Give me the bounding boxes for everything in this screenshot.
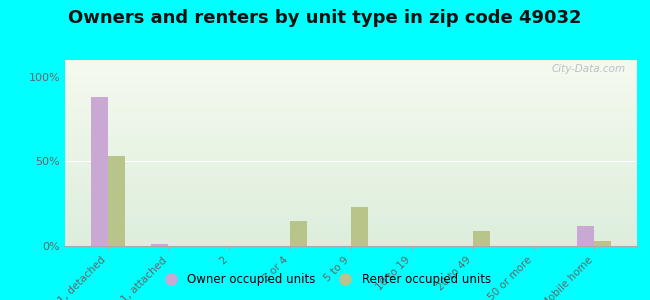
- Bar: [108, 156, 125, 246]
- Bar: [151, 244, 168, 246]
- Bar: [473, 231, 489, 246]
- Legend: Owner occupied units, Renter occupied units: Owner occupied units, Renter occupied un…: [154, 269, 496, 291]
- Text: Owners and renters by unit type in zip code 49032: Owners and renters by unit type in zip c…: [68, 9, 582, 27]
- Bar: [577, 226, 594, 246]
- Bar: [351, 207, 368, 246]
- Text: City-Data.com: City-Data.com: [551, 64, 625, 74]
- Bar: [594, 241, 612, 246]
- Bar: [90, 97, 108, 246]
- Bar: [290, 220, 307, 246]
